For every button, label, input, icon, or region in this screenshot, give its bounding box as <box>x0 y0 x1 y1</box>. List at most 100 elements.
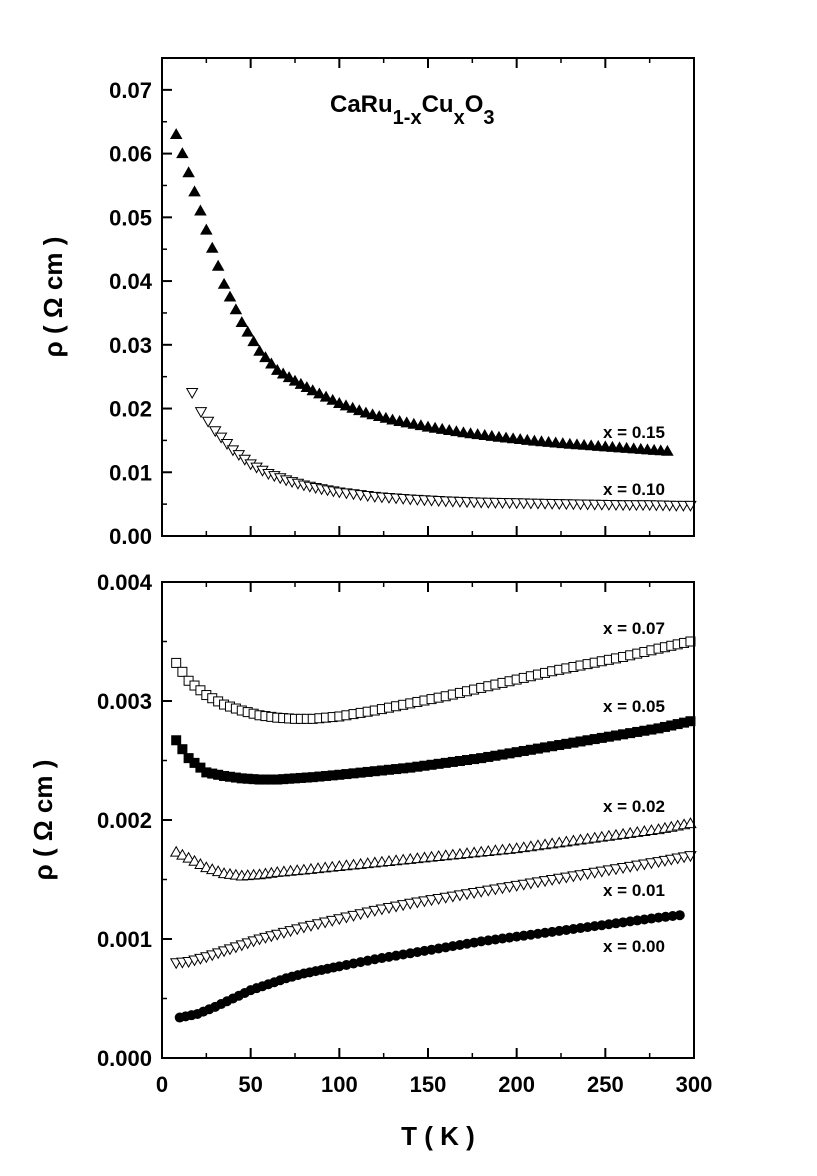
data-point <box>366 408 379 420</box>
data-point <box>277 927 291 939</box>
series-x010 <box>185 388 697 512</box>
data-point <box>282 371 296 383</box>
data-point <box>588 867 601 879</box>
data-point <box>661 444 674 456</box>
data-point <box>492 430 506 442</box>
series-x000 <box>174 910 685 1023</box>
data-point <box>457 426 470 438</box>
series-label-x005: x = 0.05 <box>603 697 665 716</box>
data-point <box>623 861 637 873</box>
series-label-x000: x = 0.00 <box>603 937 665 956</box>
data-point <box>510 880 523 892</box>
data-point <box>354 909 367 921</box>
series-label-x015: x = 0.15 <box>603 423 665 442</box>
data-point <box>482 885 495 897</box>
data-point <box>171 735 182 746</box>
data-point <box>393 414 406 426</box>
data-point <box>563 437 577 449</box>
data-point <box>620 441 633 453</box>
data-point <box>674 910 685 921</box>
data-point <box>531 877 545 889</box>
data-point <box>439 892 452 904</box>
data-point <box>602 865 616 877</box>
top-ticks: 0.00 0.01 0.02 0.03 0.04 0.05 0.06 0.07 <box>109 58 695 549</box>
data-point <box>528 434 541 446</box>
data-point <box>300 381 314 393</box>
data-point <box>169 128 183 140</box>
y-tick-label: 0.07 <box>109 78 152 103</box>
data-point <box>506 432 520 444</box>
data-point <box>276 367 290 379</box>
x-tick-label: 100 <box>321 1072 358 1097</box>
data-point <box>606 440 619 452</box>
data-point <box>464 427 477 439</box>
data-point <box>591 439 605 451</box>
data-point <box>294 377 308 389</box>
data-point <box>217 277 231 289</box>
data-point <box>333 914 346 926</box>
data-point <box>478 429 492 440</box>
top-data-marks <box>169 128 697 512</box>
data-point <box>220 439 234 450</box>
data-point <box>194 858 207 869</box>
data-point <box>521 433 534 445</box>
data-point <box>182 166 195 178</box>
data-point <box>288 374 302 386</box>
data-point <box>205 241 219 253</box>
data-point <box>574 870 587 882</box>
data-point <box>379 411 393 423</box>
data-point <box>259 351 272 363</box>
top-plot-frame <box>161 57 695 537</box>
formula-part: O <box>465 91 484 118</box>
data-point <box>339 399 353 411</box>
data-point <box>503 882 516 894</box>
data-point <box>169 845 183 857</box>
data-point <box>325 915 339 927</box>
data-point <box>428 421 442 433</box>
y-tick-label: 0.003 <box>97 689 152 714</box>
data-point <box>599 440 612 452</box>
data-point <box>297 922 311 934</box>
series-label-x002: x = 0.02 <box>603 797 665 816</box>
data-point <box>304 920 318 932</box>
data-point <box>595 866 609 878</box>
data-point <box>638 859 651 871</box>
x-tick-label: 0 <box>156 1072 168 1097</box>
data-point <box>386 413 399 425</box>
data-point <box>313 387 326 399</box>
series-label-x007: x = 0.07 <box>603 619 665 638</box>
data-point <box>188 854 201 866</box>
data-point <box>185 388 199 400</box>
data-point <box>382 903 396 914</box>
data-point <box>176 147 189 159</box>
data-point <box>524 878 538 890</box>
data-point <box>489 884 502 896</box>
data-point <box>194 204 207 216</box>
data-point <box>389 901 403 913</box>
data-point <box>513 433 527 445</box>
data-point <box>347 910 360 922</box>
data-point <box>499 431 513 443</box>
x-tick-label: 50 <box>238 1072 262 1097</box>
data-point <box>552 873 566 885</box>
data-point <box>235 316 249 328</box>
data-point <box>359 406 373 418</box>
compound-formula: CaRu1-xCuxO3 <box>330 91 495 129</box>
formula-sub: x <box>454 107 465 129</box>
x-tick-label: 150 <box>410 1072 447 1097</box>
top-panel: 0.00 0.01 0.02 0.03 0.04 0.05 0.06 0.07 ρ ( Ω c… <box>38 57 697 549</box>
data-point <box>353 404 366 416</box>
y-tick-label: 0.04 <box>109 269 153 294</box>
data-point <box>570 438 584 450</box>
y-tick-label: 0.01 <box>109 460 152 485</box>
y-tick-label: 0.03 <box>109 333 152 358</box>
data-point <box>630 860 644 872</box>
y-tick-label: 0.001 <box>97 927 152 952</box>
data-point <box>340 912 353 924</box>
top-y-axis-title: ρ ( Ω cm ) <box>38 237 68 358</box>
series-label-x001: x = 0.01 <box>603 881 665 900</box>
y-tick-label: 0.00 <box>109 524 152 549</box>
data-point <box>460 889 474 901</box>
data-point <box>176 848 189 860</box>
data-point <box>425 895 438 907</box>
